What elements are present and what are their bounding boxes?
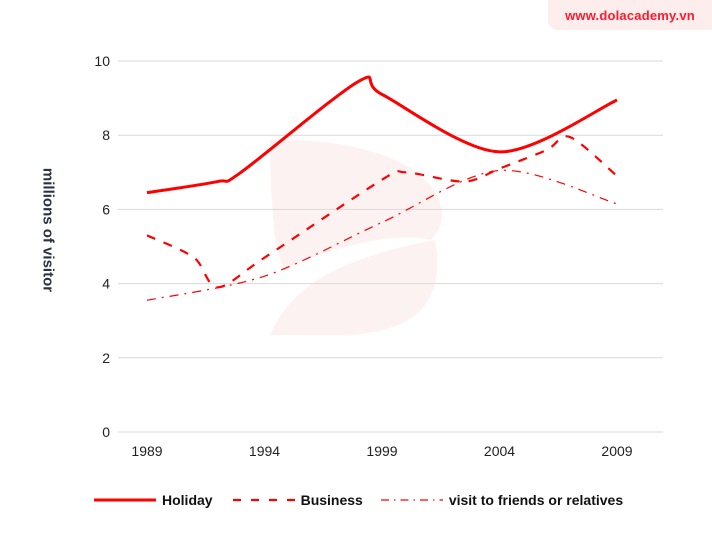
x-tick-label: 1994	[249, 443, 280, 459]
x-tick-label: 1999	[366, 443, 397, 459]
y-tick-label: 4	[102, 276, 110, 292]
y-tick-label: 0	[102, 424, 110, 440]
legend-label: Business	[300, 492, 363, 508]
dash-dot-line-icon	[380, 499, 443, 501]
legend-label: visit to friends or relatives	[448, 492, 624, 508]
y-tick-label: 2	[102, 350, 110, 366]
solid-line-icon	[94, 498, 156, 502]
legend-item-business: Business	[232, 492, 363, 508]
series-line-visit	[146, 169, 618, 301]
series-lines	[146, 75, 618, 301]
grid-lines	[118, 60, 663, 433]
legend-item-holiday: Holiday	[94, 492, 213, 508]
y-tick-label: 10	[94, 53, 110, 69]
x-axis-ticks: 1989 1994 1999 2004 2009	[131, 443, 632, 459]
x-tick-label: 2009	[601, 443, 632, 459]
y-tick-label: 6	[102, 201, 110, 217]
y-axis-ticks: 0 2 4 6 8 10	[94, 53, 110, 440]
series-line-business	[146, 135, 618, 289]
series-line-holiday	[146, 75, 618, 195]
legend-label: Holiday	[162, 492, 213, 508]
x-tick-label: 2004	[484, 443, 515, 459]
dashed-line-icon	[232, 498, 295, 502]
x-tick-label: 1989	[131, 443, 162, 459]
watermark-site: www.dolacademy.vn	[565, 7, 695, 23]
y-tick-label: 8	[102, 127, 110, 143]
legend: Holiday Business visit to friends or rel…	[94, 490, 637, 510]
legend-item-visit: visit to friends or relatives	[380, 492, 624, 508]
watermark-badge: www.dolacademy.vn	[548, 0, 712, 30]
